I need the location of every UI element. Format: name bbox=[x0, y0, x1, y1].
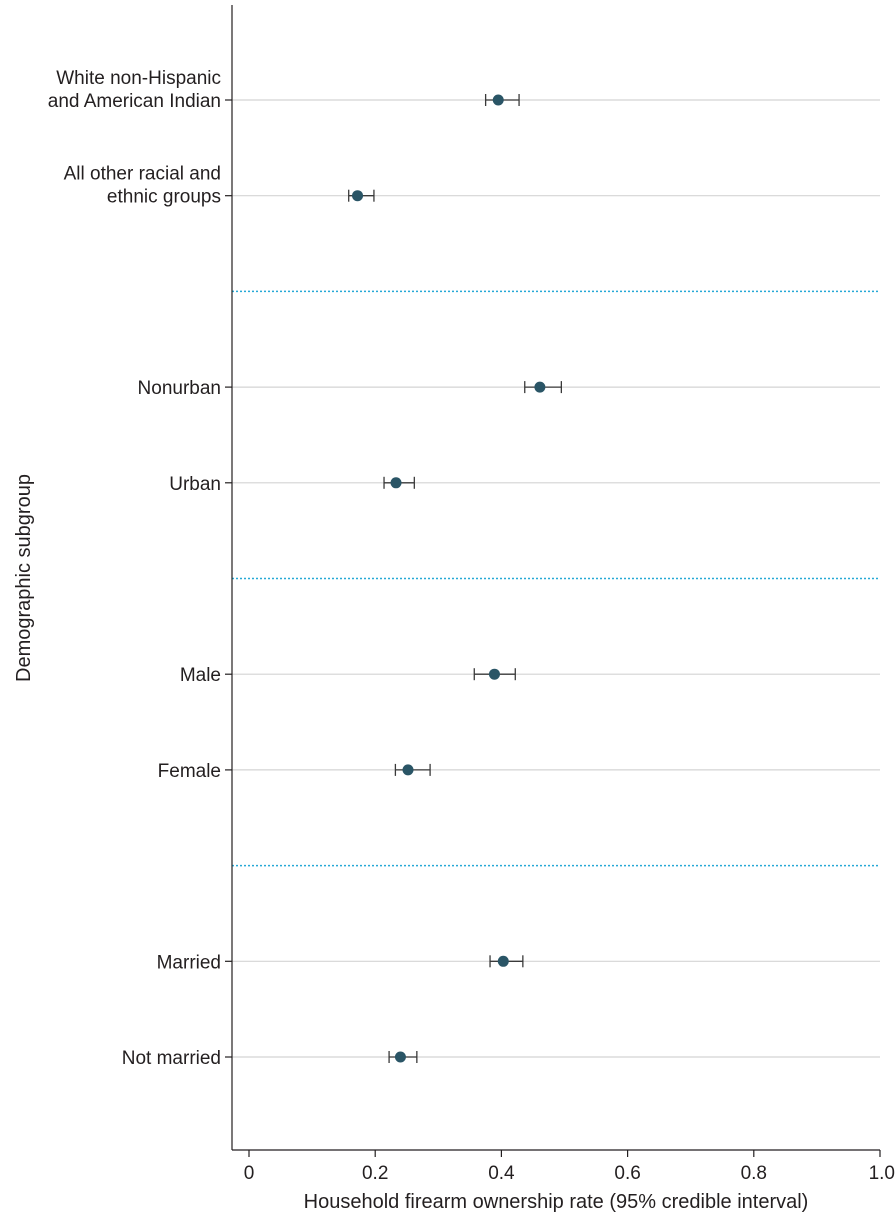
x-tick-label: 0.6 bbox=[614, 1163, 640, 1184]
category-label: Male bbox=[180, 665, 221, 686]
category-label: Female bbox=[158, 761, 221, 782]
category-label-line: White non-Hispanic bbox=[56, 68, 221, 89]
group-separators-layer bbox=[232, 290, 880, 867]
category-label-line: Urban bbox=[169, 474, 221, 495]
category-label: Nonurban bbox=[138, 378, 221, 399]
category-label: Urban bbox=[169, 474, 221, 495]
estimate-point bbox=[352, 190, 364, 202]
estimate-point bbox=[534, 381, 546, 393]
category-label-line: Male bbox=[180, 665, 221, 686]
estimate-point bbox=[390, 477, 402, 489]
category-label-line: Nonurban bbox=[138, 378, 221, 399]
category-label-line: All other racial and bbox=[64, 164, 221, 185]
estimate-point bbox=[497, 955, 509, 967]
x-axis-title: Household firearm ownership rate (95% cr… bbox=[304, 1191, 809, 1213]
axes-layer: 0 0.2 0.4 0.6 0.8 1.0 bbox=[225, 5, 895, 1184]
estimate-point bbox=[488, 668, 500, 680]
x-tick-label: 0 bbox=[244, 1163, 255, 1184]
category-label-line: Not married bbox=[122, 1048, 221, 1069]
estimate-point bbox=[394, 1051, 406, 1063]
category-label-line: ethnic groups bbox=[107, 187, 221, 208]
category-label: Not married bbox=[122, 1048, 221, 1069]
x-tick-label: 0.4 bbox=[488, 1163, 515, 1184]
y-axis-title: Demographic subgroup bbox=[13, 474, 35, 682]
category-labels-layer: White non-Hispanic and American Indian All… bbox=[48, 68, 221, 1069]
x-tick-label: 0.2 bbox=[362, 1163, 388, 1184]
data-marks-layer bbox=[348, 94, 562, 1063]
category-label-line: Married bbox=[157, 952, 221, 973]
x-tick-label: 0.8 bbox=[741, 1163, 767, 1184]
category-label-line: and American Indian bbox=[48, 91, 221, 112]
category-label: Married bbox=[157, 952, 221, 973]
category-label-line: Female bbox=[158, 761, 221, 782]
category-label: All other racial and ethnic groups bbox=[64, 164, 221, 208]
x-tick-label: 1.0 bbox=[869, 1163, 895, 1184]
category-label: White non-Hispanic and American Indian bbox=[48, 68, 221, 112]
estimate-point bbox=[492, 94, 504, 106]
estimate-point bbox=[402, 764, 414, 776]
